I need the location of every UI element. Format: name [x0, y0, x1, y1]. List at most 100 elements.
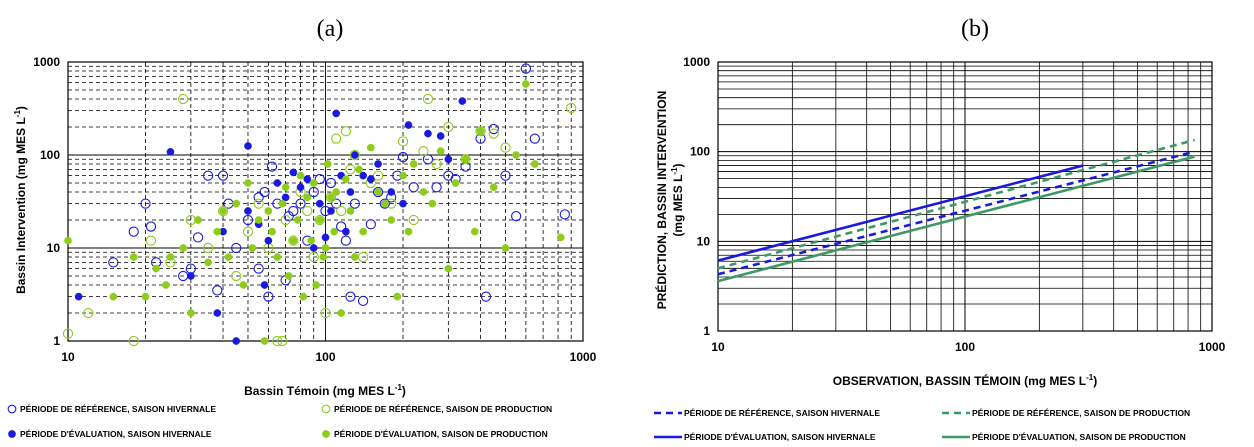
- data-point: [342, 175, 350, 183]
- data-point: [319, 253, 328, 261]
- data-point: [308, 186, 319, 198]
- data-point: [254, 216, 263, 224]
- data-point: [470, 227, 479, 236]
- data-point: [372, 170, 384, 181]
- data-point: [530, 160, 539, 168]
- data-point: [204, 258, 212, 267]
- data-point: [281, 183, 290, 192]
- data-point: [299, 292, 308, 301]
- data-point: [350, 151, 359, 159]
- data-point: [404, 227, 413, 236]
- panel-b-legend: PÉRIODE DE RÉFÉRENCE, SAISON HIVERNALE PÉ…: [654, 408, 1190, 442]
- data-point: [295, 198, 306, 209]
- data-point: [419, 188, 428, 196]
- data-point: [194, 216, 202, 224]
- data-point: [140, 198, 151, 209]
- data-point: [212, 285, 223, 296]
- y-tick-label: 1: [703, 324, 710, 338]
- data-point: [277, 335, 288, 347]
- data-point: [349, 149, 360, 161]
- panel-b-y-axis-title-line1: PRÉDICTION, BASSIN INTERVENTION: [654, 91, 669, 309]
- data-point: [451, 179, 460, 187]
- data-point: [340, 235, 352, 246]
- data-point: [374, 188, 382, 196]
- data-point: [314, 173, 325, 185]
- data-point: [260, 337, 269, 345]
- panel-b-x-axis-title: OBSERVATION, BASSIN TÉMOIN (mg MES L-1): [833, 373, 1097, 388]
- data-point: [325, 192, 337, 203]
- data-point: [320, 307, 331, 319]
- data-point: [259, 186, 270, 198]
- data-point: [510, 211, 522, 222]
- y-tick-label: 10: [47, 241, 61, 255]
- legend-marker: [322, 430, 330, 438]
- data-point: [366, 143, 375, 152]
- data-point: [268, 227, 276, 236]
- data-point: [387, 216, 396, 224]
- data-point: [357, 295, 369, 307]
- data-point: [559, 209, 570, 220]
- data-point: [264, 236, 273, 245]
- data-point: [64, 236, 72, 245]
- data-point: [397, 151, 409, 163]
- data-point: [458, 97, 467, 105]
- data-point: [366, 175, 375, 183]
- data-point: [187, 272, 195, 280]
- data-point: [108, 257, 119, 268]
- data-point: [436, 132, 445, 140]
- y-tick-label: 1000: [33, 55, 60, 69]
- data-point: [202, 170, 214, 181]
- panel-b-grid: [718, 62, 1212, 331]
- legend-label: PÉRIODE DE RÉFÉRENCE, SAISON DE PRODUCTI…: [972, 408, 1190, 418]
- data-point: [431, 182, 442, 193]
- data-point: [314, 214, 325, 226]
- data-point: [355, 165, 363, 174]
- data-point: [321, 233, 330, 242]
- data-point: [325, 177, 337, 189]
- data-point: [512, 151, 520, 159]
- data-point: [489, 183, 498, 192]
- legend-label: PÉRIODE DE RÉFÉRENCE, SAISON HIVERNALE: [20, 404, 216, 414]
- panel-a-grid: [68, 62, 583, 341]
- data-point: [253, 192, 264, 203]
- data-point: [202, 242, 214, 254]
- legend-marker: [321, 404, 331, 414]
- data-point: [289, 168, 298, 177]
- data-point: [315, 216, 324, 224]
- data-point: [365, 219, 376, 230]
- data-point: [179, 244, 187, 252]
- data-point: [83, 307, 94, 319]
- data-point: [217, 170, 229, 181]
- data-point: [379, 198, 390, 209]
- data-point: [460, 154, 471, 165]
- data-point: [566, 102, 577, 114]
- data-point: [303, 193, 312, 202]
- data-point: [501, 244, 510, 252]
- legend-label: PÉRIODE D'ÉVALUATION, SAISON HIVERNALE: [20, 429, 212, 439]
- data-point: [359, 227, 367, 236]
- data-point: [74, 292, 83, 301]
- data-point: [264, 207, 273, 215]
- data-point: [128, 335, 139, 347]
- panel-b-y-axis-title-line2: (mg MES L-1): [670, 163, 685, 236]
- data-point: [232, 199, 241, 208]
- panel-b-lines: [717, 138, 1195, 283]
- x-tick-label: 100: [315, 350, 335, 364]
- data-point: [224, 253, 233, 261]
- data-point: [397, 136, 409, 147]
- data-point: [444, 155, 453, 164]
- data-point: [289, 236, 298, 245]
- data-point: [273, 179, 282, 187]
- data-point: [335, 205, 347, 217]
- data-point: [431, 158, 442, 170]
- data-point: [312, 281, 321, 289]
- data-point: [422, 93, 434, 105]
- data-point: [280, 214, 291, 226]
- data-point: [232, 337, 241, 345]
- data-point: [177, 93, 189, 105]
- data-point: [327, 193, 335, 202]
- legend-label: PÉRIODE D'ÉVALUATION, SAISON HIVERNALE: [684, 432, 876, 442]
- data-point: [192, 232, 204, 243]
